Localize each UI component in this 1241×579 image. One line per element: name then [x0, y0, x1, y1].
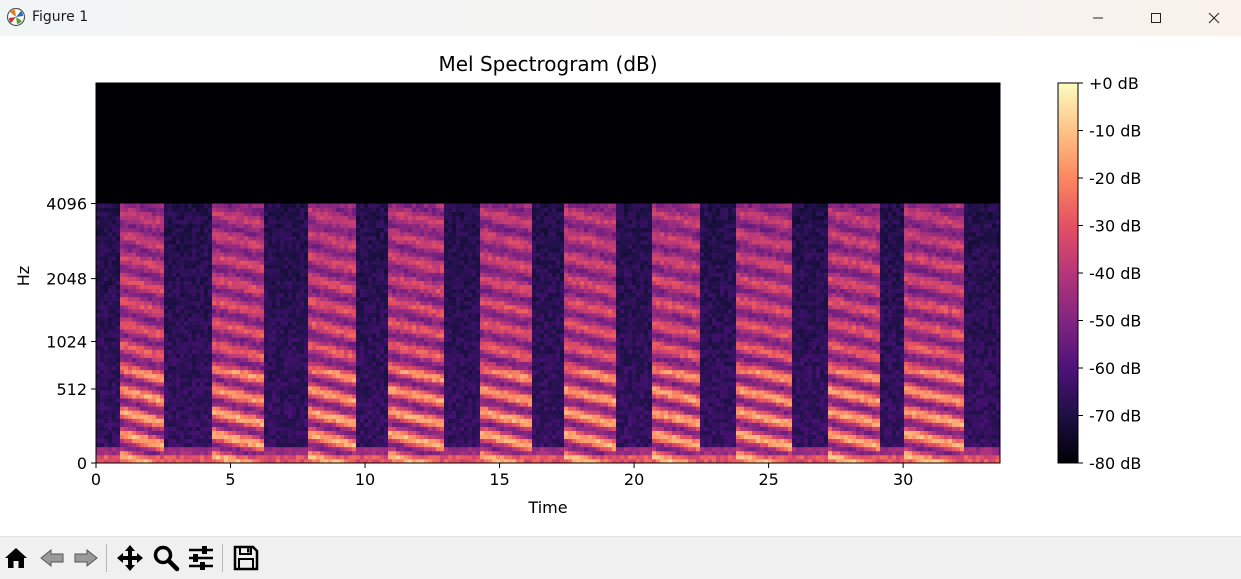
configure-subplots-icon	[189, 546, 213, 570]
x-axis-label: Time	[527, 498, 567, 517]
pan-icon	[117, 545, 143, 571]
forward-icon	[74, 548, 98, 568]
y-tick-label: 4096	[46, 195, 87, 214]
plot-frame	[95, 82, 1001, 464]
colorbar-tick-label: -30 dB	[1089, 217, 1141, 236]
back-button[interactable]	[36, 542, 68, 574]
close-icon	[1208, 12, 1220, 24]
colorbar-tick-label: -50 dB	[1089, 312, 1141, 331]
colorbar-tick-label: -60 dB	[1089, 359, 1141, 378]
y-tick-label: 512	[56, 380, 87, 399]
maximize-button[interactable]	[1133, 0, 1179, 36]
mel-spectrogram-chart: Mel Spectrogram (dB) 0 5 10 15 20 25 30 0 512 10…	[14, 52, 1141, 517]
x-tick-label: 10	[355, 470, 375, 489]
colorbar-gradient	[1057, 82, 1079, 464]
colorbar-ticks: +0 dB -10 dB -20 dB -30 dB -40 dB -50 dB -60 d…	[1078, 74, 1141, 473]
y-axis: 0 512 1024 2048 4096	[46, 195, 96, 473]
y-tick-label: 1024	[46, 332, 87, 351]
colorbar-tick-label: -70 dB	[1089, 407, 1141, 426]
chart-title: Mel Spectrogram (dB)	[438, 52, 657, 76]
window-title: Figure 1	[32, 9, 89, 25]
configure-subplots-button[interactable]	[185, 542, 217, 574]
y-tick-label: 0	[77, 454, 87, 473]
minimize-button[interactable]	[1075, 0, 1121, 36]
back-icon	[40, 548, 64, 568]
forward-button[interactable]	[70, 542, 102, 574]
matplotlib-logo-icon	[6, 7, 26, 27]
toolbar-separator	[106, 544, 107, 572]
x-tick-label: 30	[893, 470, 913, 489]
colorbar-tick-label: +0 dB	[1089, 74, 1139, 93]
colorbar-tick-label: -20 dB	[1089, 169, 1141, 188]
close-button[interactable]	[1191, 0, 1237, 36]
x-tick-label: 25	[758, 470, 778, 489]
toolbar-separator	[222, 544, 223, 572]
home-button[interactable]	[0, 542, 32, 574]
zoom-button[interactable]	[150, 542, 182, 574]
colorbar-tick-label: -80 dB	[1089, 454, 1141, 473]
x-tick-label: 15	[489, 470, 509, 489]
zoom-icon	[153, 545, 180, 572]
y-axis-label: Hz	[14, 266, 33, 286]
colorbar: +0 dB -10 dB -20 dB -30 dB -40 dB -50 dB -60 d…	[1057, 74, 1141, 473]
maximize-icon	[1151, 13, 1161, 23]
spectrogram-image	[96, 83, 1001, 464]
save-button[interactable]	[230, 542, 262, 574]
x-tick-label: 5	[225, 470, 235, 489]
x-axis: 0 5 10 15 20 25 30	[91, 463, 913, 489]
colorbar-tick-label: -40 dB	[1089, 264, 1141, 283]
pan-button[interactable]	[114, 542, 146, 574]
save-icon	[233, 545, 259, 571]
figure-canvas[interactable]: Mel Spectrogram (dB) 0 5 10 15 20 25 30 0 512 10…	[0, 36, 1241, 536]
home-icon	[5, 548, 27, 568]
title-bar[interactable]: Figure 1	[0, 0, 1241, 36]
y-tick-label: 2048	[46, 270, 87, 289]
colorbar-tick-label: -10 dB	[1089, 122, 1141, 141]
minimize-icon	[1093, 17, 1103, 19]
x-tick-label: 0	[91, 470, 101, 489]
navigation-toolbar	[0, 536, 1241, 579]
x-tick-label: 20	[624, 470, 644, 489]
